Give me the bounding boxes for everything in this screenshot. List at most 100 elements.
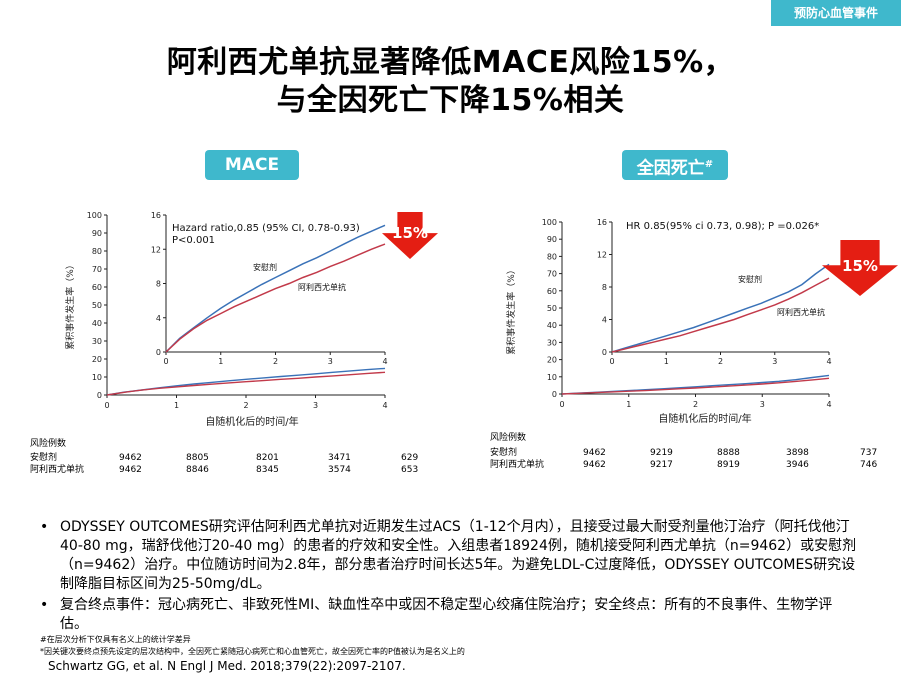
bullet-text: 复合终点事件：冠心病死亡、非致死性MI、缺血性卒中或因不稳定型心绞痛住院治疗；安… <box>60 597 833 632</box>
inset-y-tick-label: 4 <box>156 314 161 323</box>
main-y-tick-label: 70 <box>92 265 102 274</box>
death-risk-cell: 746 <box>860 460 878 470</box>
inset-x-tick-label: 1 <box>664 357 669 366</box>
mace-risk-cell: 9462 <box>119 453 142 463</box>
death-risk-cell: 3946 <box>786 460 809 470</box>
main-y-tick-label: 80 <box>92 247 102 256</box>
mace-risk-cell: 3574 <box>328 465 351 475</box>
reduction-label: 15% <box>842 257 878 275</box>
main-x-tick-label: 0 <box>104 401 109 410</box>
mace-risk-cell: 9462 <box>119 465 142 475</box>
main-y-tick-label: 50 <box>547 304 557 313</box>
death-risk-cell: 3898 <box>786 448 809 458</box>
inset-y-tick-label: 8 <box>602 283 607 292</box>
series-label-1: 阿利西尤单抗 <box>777 307 825 317</box>
death-risk-cell: 8888 <box>717 448 740 458</box>
hazard-ratio-annotation: P<0.001 <box>172 235 215 246</box>
mace-risk-cell: 8805 <box>186 453 209 463</box>
main-y-tick-label: 40 <box>92 319 102 328</box>
bullet-dot-icon: • <box>40 519 49 535</box>
inset-y-tick-label: 0 <box>156 348 161 357</box>
header-tag: 预防心血管事件 <box>771 0 901 26</box>
inset-x-tick-label: 2 <box>273 357 278 366</box>
footnote: #在层次分析下仅具有名义上的统计学差异 <box>40 635 191 644</box>
main-y-tick-label: 90 <box>92 229 102 238</box>
reduction-arrow-icon <box>822 240 898 296</box>
inset-series-line-1 <box>165 243 386 353</box>
death-risk-header: 风险例数 <box>490 433 527 443</box>
main-y-tick-label: 30 <box>547 338 557 347</box>
main-x-tick-label: 0 <box>559 400 564 409</box>
mace-risk-header: 风险例数 <box>30 439 67 449</box>
bullet-text: ODYSSEY OUTCOMES研究评估阿利西尤单抗对近期发生过ACS（1-12… <box>60 519 857 592</box>
reference: Schwartz GG, et al. N Engl J Med. 2018;3… <box>48 659 406 673</box>
inset-x-tick-label: 1 <box>218 357 223 366</box>
main-y-tick-label: 30 <box>92 337 102 346</box>
main-y-tick-label: 100 <box>87 211 102 220</box>
series-label-0: 安慰剂 <box>738 274 762 284</box>
main-series-line-1 <box>561 377 830 395</box>
death-risk-cell: 8919 <box>717 460 740 470</box>
inset-y-tick-label: 12 <box>151 245 161 254</box>
slide-title-line1: 阿利西尤单抗显著降低MACE风险15%， <box>166 45 735 80</box>
inset-y-tick-label: 16 <box>597 218 607 227</box>
main-y-tick-label: 10 <box>92 373 102 382</box>
main-x-tick-label: 4 <box>382 401 387 410</box>
main-y-tick-label: 40 <box>547 321 557 330</box>
inset-series-line-0 <box>611 263 830 353</box>
death-risk-cell: 737 <box>860 448 878 458</box>
bullet-dot-icon: • <box>40 597 49 613</box>
main-y-tick-label: 100 <box>542 218 557 227</box>
mace-risk-label-alirocumab: 阿利西尤单抗 <box>30 465 85 475</box>
mace-risk-cell: 8201 <box>256 453 279 463</box>
reduction-arrow-icon <box>382 212 438 259</box>
main-y-tick-label: 0 <box>552 390 557 399</box>
main-x-tick-label: 3 <box>760 400 765 409</box>
inset-x-tick-label: 0 <box>163 357 168 366</box>
main-x-axis-label: 自随机化后的时间/年 <box>205 415 298 428</box>
main-x-tick-label: 1 <box>174 401 179 410</box>
mace-risk-cell: 3471 <box>328 453 351 463</box>
inset-x-tick-label: 4 <box>382 357 387 366</box>
death-risk-cell: 9462 <box>583 460 606 470</box>
main-x-tick-label: 2 <box>243 401 248 410</box>
main-series-line-0 <box>561 374 830 395</box>
hazard-ratio-annotation: Hazard ratio,0.85 (95% CI, 0.78-0.93) <box>172 223 360 234</box>
main-y-tick-label: 60 <box>92 283 102 292</box>
main-x-tick-label: 4 <box>826 400 831 409</box>
inset-y-tick-label: 4 <box>602 316 607 325</box>
inset-series-line-1 <box>611 277 830 353</box>
main-x-tick-label: 3 <box>313 401 318 410</box>
main-y-tick-label: 80 <box>547 252 557 261</box>
inset-y-tick-label: 16 <box>151 211 161 220</box>
inset-x-tick-label: 3 <box>772 357 777 366</box>
main-y-tick-label: 0 <box>97 391 102 400</box>
death-risk-cell: 9462 <box>583 448 606 458</box>
slide-title-line2: 与全因死亡下降15%相关 <box>276 83 625 118</box>
main-y-tick-label: 20 <box>92 355 102 364</box>
main-y-axis-label: 累积事件发生率（%） <box>64 260 76 350</box>
main-y-axis-label: 累积事件发生率（%） <box>505 265 517 355</box>
death-risk-label-alirocumab: 阿利西尤单抗 <box>490 460 545 470</box>
death-panel-title-text: 全因死亡 <box>636 158 705 179</box>
death-risk-cell: 9217 <box>650 460 673 470</box>
mace-risk-label-placebo: 安慰剂 <box>30 453 58 463</box>
main-x-axis-label: 自随机化后的时间/年 <box>658 412 751 425</box>
inset-x-tick-label: 2 <box>718 357 723 366</box>
inset-x-tick-label: 3 <box>328 357 333 366</box>
footnote: *因关键次要终点预先设定的层次结构中，全因死亡紧随冠心病死亡和心血管死亡，故全因… <box>40 647 465 656</box>
main-x-tick-label: 1 <box>626 400 631 409</box>
main-x-tick-label: 2 <box>693 400 698 409</box>
death-risk-cell: 9219 <box>650 448 673 458</box>
inset-x-tick-label: 0 <box>609 357 614 366</box>
death-risk-label-placebo: 安慰剂 <box>490 448 518 458</box>
main-y-tick-label: 20 <box>547 356 557 365</box>
inset-x-tick-label: 4 <box>826 357 831 366</box>
mace-panel-title: MACE <box>205 150 299 180</box>
inset-y-tick-label: 12 <box>597 251 607 260</box>
bullet-item: • 复合终点事件：冠心病死亡、非致死性MI、缺血性卒中或因不稳定型心绞痛住院治疗；… <box>40 596 860 634</box>
bullet-list: • ODYSSEY OUTCOMES研究评估阿利西尤单抗对近期发生过ACS（1-1… <box>40 518 860 636</box>
death-panel-title: 全因死亡# <box>622 150 728 180</box>
